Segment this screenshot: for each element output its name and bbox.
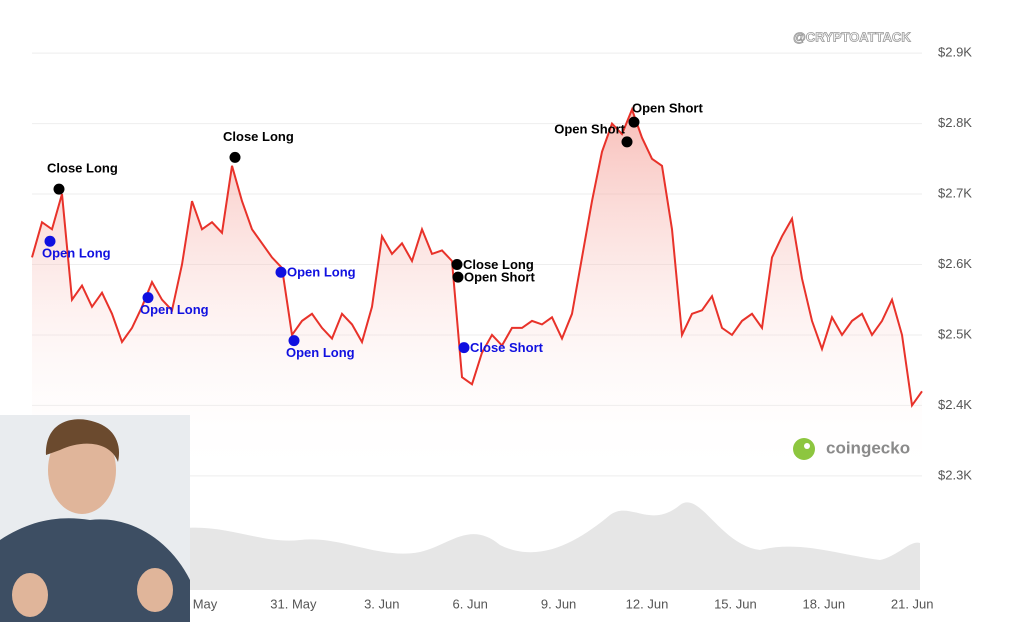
trade-marker xyxy=(229,151,241,163)
trade-label: Close Long xyxy=(463,257,534,272)
x-tick-label: May xyxy=(193,596,218,611)
price-line xyxy=(31,106,923,409)
y-tick-label: $2.7K xyxy=(938,185,972,200)
y-tick-label: $2.3K xyxy=(938,467,972,482)
trade-label: Close Short xyxy=(470,340,544,355)
coingecko-logo xyxy=(793,438,815,460)
trade-marker xyxy=(451,258,463,270)
trade-label: Open Short xyxy=(464,270,535,285)
trade-label: Open Short xyxy=(554,121,625,136)
watermark: @CRYPTOATTACK xyxy=(793,29,911,44)
trade-label: Close Long xyxy=(47,161,118,176)
y-tick-label: $2.5K xyxy=(938,326,972,341)
trade-label: Open Long xyxy=(286,345,355,360)
person-photo xyxy=(0,415,190,622)
trade-label: Open Short xyxy=(632,101,703,116)
trade-marker xyxy=(628,116,640,128)
trade-marker xyxy=(288,335,300,347)
trade-label: Open Long xyxy=(287,265,356,280)
trade-marker xyxy=(458,342,470,354)
y-tick-label: $2.6K xyxy=(938,256,972,271)
y-tick-label: $2.9K xyxy=(938,45,972,60)
x-tick-label: 12. Jun xyxy=(626,596,669,611)
trade-marker xyxy=(621,136,633,148)
price-area xyxy=(32,109,922,480)
trade-marker xyxy=(452,271,464,283)
x-tick-label: 21. Jun xyxy=(891,596,934,611)
y-tick-label: $2.4K xyxy=(938,397,972,412)
trade-marker xyxy=(142,292,154,304)
trade-label: Open Long xyxy=(42,246,111,261)
x-tick-label: 18. Jun xyxy=(802,596,845,611)
volume-area xyxy=(32,502,920,590)
trade-label: Close Long xyxy=(223,129,294,144)
y-tick-label: $2.8K xyxy=(938,115,972,130)
x-tick-label: 15. Jun xyxy=(714,596,757,611)
trade-label: Open Long xyxy=(140,302,209,317)
source-logo: coingecko xyxy=(826,438,910,457)
x-tick-label: 3. Jun xyxy=(364,596,399,611)
x-tick-label: 6. Jun xyxy=(452,596,487,611)
trade-marker xyxy=(53,183,65,195)
coingecko-eye xyxy=(804,443,810,449)
trade-marker xyxy=(44,235,56,247)
trade-marker xyxy=(275,266,287,278)
x-tick-label: 31. May xyxy=(270,596,317,611)
x-tick-label: 9. Jun xyxy=(541,596,576,611)
